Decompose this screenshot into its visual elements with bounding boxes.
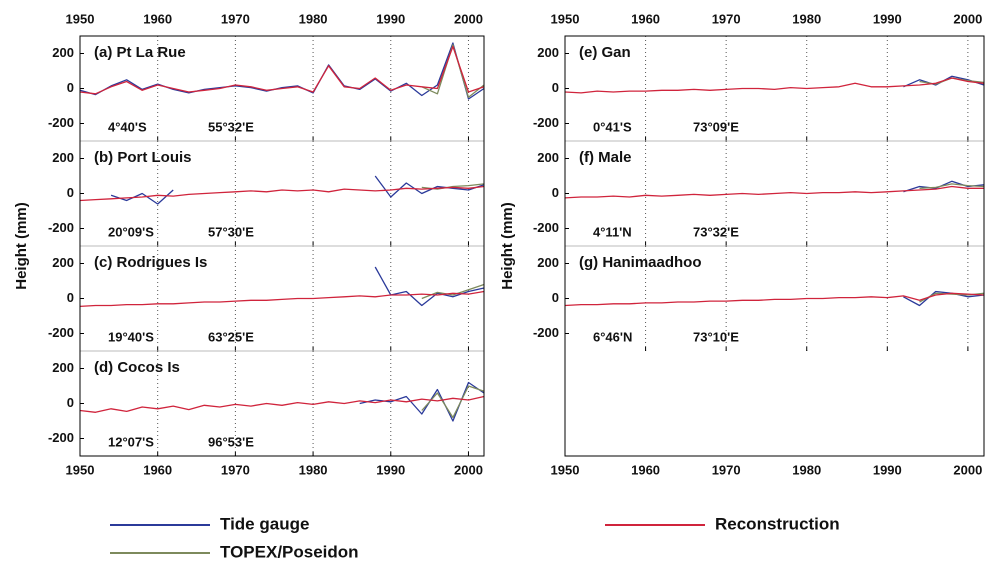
x-tick-label: 1990 xyxy=(376,11,405,26)
x-tick-label: 1960 xyxy=(143,11,172,26)
y-tick-label: 200 xyxy=(537,45,559,60)
y-tick-label: 200 xyxy=(52,150,74,165)
longitude: 73°09'E xyxy=(693,119,739,134)
x-tick-label: 1990 xyxy=(873,462,902,477)
y-tick-label: -200 xyxy=(48,325,74,340)
series-line xyxy=(79,42,485,100)
x-tick-label: 1950 xyxy=(66,462,95,477)
x-tick-label: 1950 xyxy=(551,11,580,26)
y-tick-label: 0 xyxy=(67,395,74,410)
axes-frame xyxy=(79,35,485,457)
y-tick-label: 200 xyxy=(52,360,74,375)
y-tick-label: 200 xyxy=(537,150,559,165)
y-tick-label: 200 xyxy=(52,45,74,60)
y-tick-label: 0 xyxy=(67,185,74,200)
x-tick-label: 1970 xyxy=(221,462,250,477)
x-tick-label: 1950 xyxy=(66,11,95,26)
series-line xyxy=(79,185,485,202)
x-tick-label: 1990 xyxy=(873,11,902,26)
y-tick-label: -200 xyxy=(48,220,74,235)
longitude: 96°53'E xyxy=(208,434,254,449)
x-tick-label: 2000 xyxy=(953,462,982,477)
x-tick-label: 1970 xyxy=(712,462,741,477)
x-tick-label: 1990 xyxy=(376,462,405,477)
y-tick-label: -200 xyxy=(533,220,559,235)
series-line xyxy=(564,185,984,199)
longitude: 73°10'E xyxy=(693,329,739,344)
y-tick-label: 0 xyxy=(552,80,559,95)
x-tick-label: 1960 xyxy=(631,462,660,477)
series-line xyxy=(564,292,985,307)
y-axis-label: Height (mm) xyxy=(13,202,30,290)
longitude: 73°32'E xyxy=(693,224,739,239)
y-tick-label: 0 xyxy=(552,185,559,200)
y-tick-label: 200 xyxy=(537,255,559,270)
x-tick-label: 2000 xyxy=(454,11,483,26)
panel-title: (b) Port Louis xyxy=(94,149,192,166)
latitude: 20°09'S xyxy=(108,224,154,239)
longitude: 55°32'E xyxy=(208,119,254,134)
x-tick-label: 1980 xyxy=(299,11,328,26)
axes-frame xyxy=(564,35,985,457)
y-tick-label: -200 xyxy=(533,325,559,340)
latitude: 19°40'S xyxy=(108,329,154,344)
x-tick-label: 1980 xyxy=(792,462,821,477)
x-tick-label: 1960 xyxy=(631,11,660,26)
series-line xyxy=(421,385,485,419)
longitude: 57°30'E xyxy=(208,224,254,239)
latitude: 0°41'S xyxy=(593,119,632,134)
x-tick-label: 1980 xyxy=(792,11,821,26)
x-tick-label: 1980 xyxy=(299,462,328,477)
x-tick-label: 2000 xyxy=(953,11,982,26)
panel-title: (c) Rodrigues Is xyxy=(94,254,207,271)
legend-label: Tide gauge xyxy=(220,514,309,533)
y-tick-label: 0 xyxy=(552,290,559,305)
x-tick-label: 2000 xyxy=(454,462,483,477)
latitude: 4°40'S xyxy=(108,119,147,134)
panel-title: (d) Cocos Is xyxy=(94,359,180,376)
series-line xyxy=(421,44,485,98)
latitude: 4°11'N xyxy=(593,224,632,239)
y-tick-label: -200 xyxy=(48,430,74,445)
panel-title: (f) Male xyxy=(579,149,632,166)
latitude: 6°46'N xyxy=(593,329,632,344)
x-tick-label: 1970 xyxy=(712,11,741,26)
y-tick-label: 0 xyxy=(67,80,74,95)
y-tick-label: -200 xyxy=(48,115,74,130)
series-line xyxy=(919,183,985,189)
legend-label: TOPEX/Poseidon xyxy=(220,542,359,561)
longitude: 63°25'E xyxy=(208,329,254,344)
series-line xyxy=(79,45,485,95)
series-line xyxy=(564,77,985,94)
x-tick-label: 1950 xyxy=(551,462,580,477)
panel-title: (e) Gan xyxy=(579,44,631,61)
x-tick-label: 1960 xyxy=(143,462,172,477)
series-line xyxy=(79,290,485,308)
series-line xyxy=(903,290,985,307)
y-tick-label: 0 xyxy=(67,290,74,305)
panel-title: (g) Hanimaadhoo xyxy=(579,254,702,271)
series-line xyxy=(79,395,485,413)
y-axis-label: Height (mm) xyxy=(499,202,516,290)
latitude: 12°07'S xyxy=(108,434,154,449)
y-tick-label: 200 xyxy=(52,255,74,270)
panel-title: (a) Pt La Rue xyxy=(94,44,186,61)
y-tick-label: -200 xyxy=(533,115,559,130)
x-tick-label: 1970 xyxy=(221,11,250,26)
legend-label: Reconstruction xyxy=(715,514,840,533)
